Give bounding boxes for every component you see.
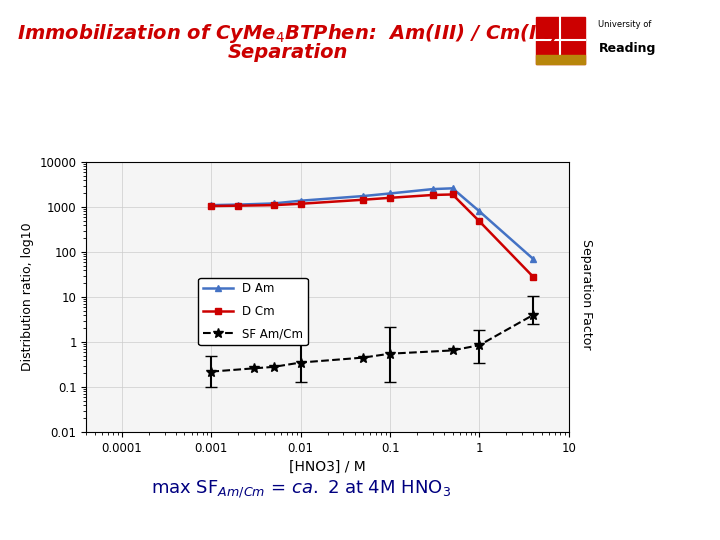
SF Am/Cm [529,312,538,318]
D Am [269,200,278,207]
SF Am/Cm [449,347,457,354]
D Cm [386,194,395,201]
Line: D Cm: D Cm [209,192,536,280]
D Am [529,256,538,262]
D Cm [428,192,437,198]
SF Am/Cm [359,354,367,361]
SF Am/Cm [297,359,305,366]
SF Am/Cm [250,365,258,372]
D Cm [359,197,367,203]
Text: Immobilization of CyMe$_4$BTPhen:  Am(III) / Cm(III): Immobilization of CyMe$_4$BTPhen: Am(III… [17,22,559,45]
SF Am/Cm [207,368,216,375]
D Cm [475,218,484,225]
Y-axis label: Distribution ratio, log10: Distribution ratio, log10 [21,222,34,372]
D Am [428,186,437,192]
Legend: D Am, D Cm, SF Am/Cm: D Am, D Cm, SF Am/Cm [199,278,308,345]
D Am [297,198,305,204]
D Cm [529,274,538,280]
D Am [359,193,367,199]
Text: University of: University of [598,19,652,29]
D Cm [207,203,216,210]
D Cm [297,200,305,207]
D Am [475,208,484,214]
Text: max SF$_{Am/Cm}$ = $ca.$ 2 at 4M HNO$_3$: max SF$_{Am/Cm}$ = $ca.$ 2 at 4M HNO$_3$ [151,478,451,500]
Line: SF Am/Cm: SF Am/Cm [207,310,538,376]
X-axis label: [HNO3] / M: [HNO3] / M [289,460,366,474]
Bar [536,55,585,64]
D Cm [449,191,457,198]
D Cm [269,202,278,208]
SF Am/Cm [475,342,484,348]
D Am [207,202,216,208]
Text: Reading: Reading [598,42,656,55]
D Am [449,185,457,192]
Bar [536,17,585,64]
D Am [234,201,243,208]
SF Am/Cm [386,350,395,357]
Line: D Am: D Am [208,185,536,262]
Text: Separation: Separation [228,43,348,62]
D Cm [234,202,243,209]
D Am [386,190,395,197]
SF Am/Cm [269,363,278,370]
Text: Separation Factor: Separation Factor [580,239,593,349]
